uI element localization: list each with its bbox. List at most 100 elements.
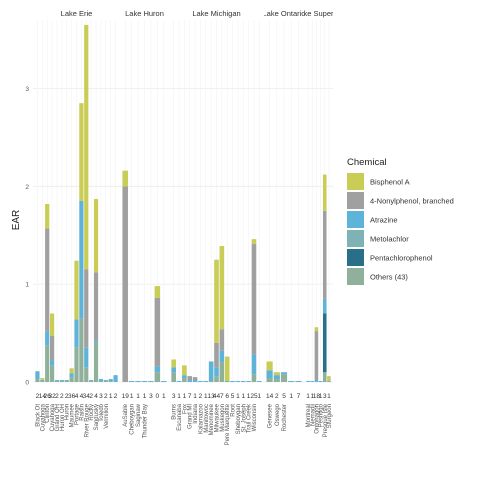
- legend-swatch: [347, 268, 364, 285]
- site-tick-label: Raisin: [79, 404, 85, 421]
- site-tick-label: Fox: [182, 404, 188, 414]
- bar-segment: [182, 365, 187, 376]
- bar-segment: [203, 381, 209, 382]
- bar-segment: [93, 199, 99, 273]
- bar-segment: [45, 228, 50, 332]
- bar-segment: [235, 381, 241, 382]
- y-tick-label: 2: [25, 184, 29, 191]
- bar-segment: [273, 372, 280, 376]
- legend-label: Metolachlor: [370, 235, 409, 244]
- sample-count-label: 2: [55, 393, 59, 400]
- site-tick-label: Peshtigo: [319, 403, 325, 427]
- y-tick-label: 0: [25, 380, 29, 387]
- bar-segment: [74, 260, 79, 320]
- sample-count-label: 5: [231, 393, 235, 400]
- legend-label: Others (43): [370, 273, 408, 282]
- sample-count-label: 19: [122, 393, 130, 400]
- site-tick-label: Presque Isle: [323, 403, 329, 437]
- sample-count-label: 0: [156, 393, 160, 400]
- legend-swatch: [347, 211, 364, 228]
- site-tick-label: AuSable: [123, 403, 129, 426]
- sample-count-label: 2: [114, 393, 118, 400]
- bar-segment: [327, 381, 331, 382]
- bar-segment: [113, 375, 118, 382]
- bar-segment: [230, 381, 235, 382]
- bar-segment: [93, 272, 99, 341]
- bar-segment: [280, 372, 288, 375]
- sample-count-label: 34: [83, 393, 91, 400]
- sample-count-label: 1: [289, 393, 293, 400]
- legend-label: 4-Nonylphenol, branched: [370, 197, 454, 206]
- legend-label: Pentachlorophenol: [370, 254, 433, 263]
- bar-segment: [219, 362, 225, 382]
- site-tick-label: Sturgeon: [327, 404, 333, 428]
- site-tick-label: Wisconsin: [252, 404, 258, 431]
- sample-count-label: 1: [327, 393, 331, 400]
- site-tick-label: Sheboygan: [236, 404, 242, 434]
- bar-segment: [246, 381, 251, 382]
- bar-segment: [214, 342, 219, 368]
- bar-segment: [49, 365, 55, 382]
- site-tick-label: Escanaba: [177, 403, 183, 430]
- bar-segment: [251, 374, 257, 382]
- facet-strip-label: Lake Superior: [295, 9, 342, 18]
- sample-count-label: 1: [247, 393, 251, 400]
- site-tick-label: St. Joseph: [241, 404, 247, 432]
- bar-segment: [322, 174, 327, 211]
- legend-swatch: [347, 173, 364, 190]
- bar-segment: [208, 381, 214, 382]
- bar-segment: [161, 381, 167, 382]
- legend-label: Bisphenol A: [370, 178, 410, 187]
- bar-segment: [214, 367, 219, 377]
- sample-count-label: 14: [39, 393, 47, 400]
- bar-segment: [322, 372, 327, 382]
- y-axis: 0 1 2 3: [25, 86, 29, 387]
- site-tick-label: Menominee: [209, 403, 215, 435]
- site-tick-label: Ontonagon: [314, 404, 320, 434]
- site-tick-label: Sandusky: [94, 404, 100, 430]
- bar-segment: [251, 244, 257, 355]
- bar-segment: [69, 373, 74, 378]
- bar-segment: [318, 381, 323, 382]
- sample-count-label: 6: [225, 393, 229, 400]
- bar-segment: [122, 186, 128, 382]
- bar-segment: [171, 359, 176, 368]
- site-tick-label: Toledo: [99, 403, 105, 421]
- bar-segment: [49, 336, 55, 361]
- bar-segment: [84, 347, 89, 368]
- sample-count-label: 7: [297, 393, 301, 400]
- site-tick-label: Grand MI: [188, 404, 194, 429]
- sample-count-label: 4: [94, 393, 98, 400]
- site-tick-label: Rochester: [282, 404, 288, 431]
- bar-segment: [314, 331, 319, 381]
- site-tick-label: Oswego: [275, 403, 281, 426]
- sample-count-label: 7: [220, 393, 224, 400]
- sample-count-label: 2: [275, 393, 279, 400]
- site-tick-label: Pere Marquette: [225, 403, 231, 445]
- bar-segment: [322, 210, 327, 299]
- bar-segment: [93, 340, 99, 343]
- facet-panel: Lake Huron19AuSable1Cheboygan1Saginaw1Th…: [120, 9, 169, 438]
- bar-segment: [59, 381, 64, 382]
- bar-segment: [40, 381, 45, 382]
- bar-segment: [93, 342, 99, 382]
- site-tick-label: Cheboygan: [130, 404, 136, 435]
- bar-segment: [45, 331, 50, 346]
- bar-segment: [89, 380, 94, 382]
- bar-segment: [103, 380, 108, 382]
- facet-strip-label: Lake Ontario: [263, 9, 306, 18]
- bar-segment: [257, 381, 262, 382]
- bar-segment: [69, 377, 74, 382]
- sample-count-label: 1: [177, 393, 181, 400]
- bar-segment: [141, 381, 148, 382]
- bar-segment: [322, 313, 327, 373]
- bar-segment: [192, 377, 198, 381]
- bar-segment: [103, 381, 108, 382]
- facet-strip-label: Lake Michigan: [192, 9, 240, 18]
- bar-segment: [251, 239, 257, 245]
- bar-segment: [49, 360, 55, 366]
- site-tick-label: Huron: [65, 404, 71, 420]
- bar-segment: [79, 318, 84, 382]
- bar-segment: [219, 329, 225, 351]
